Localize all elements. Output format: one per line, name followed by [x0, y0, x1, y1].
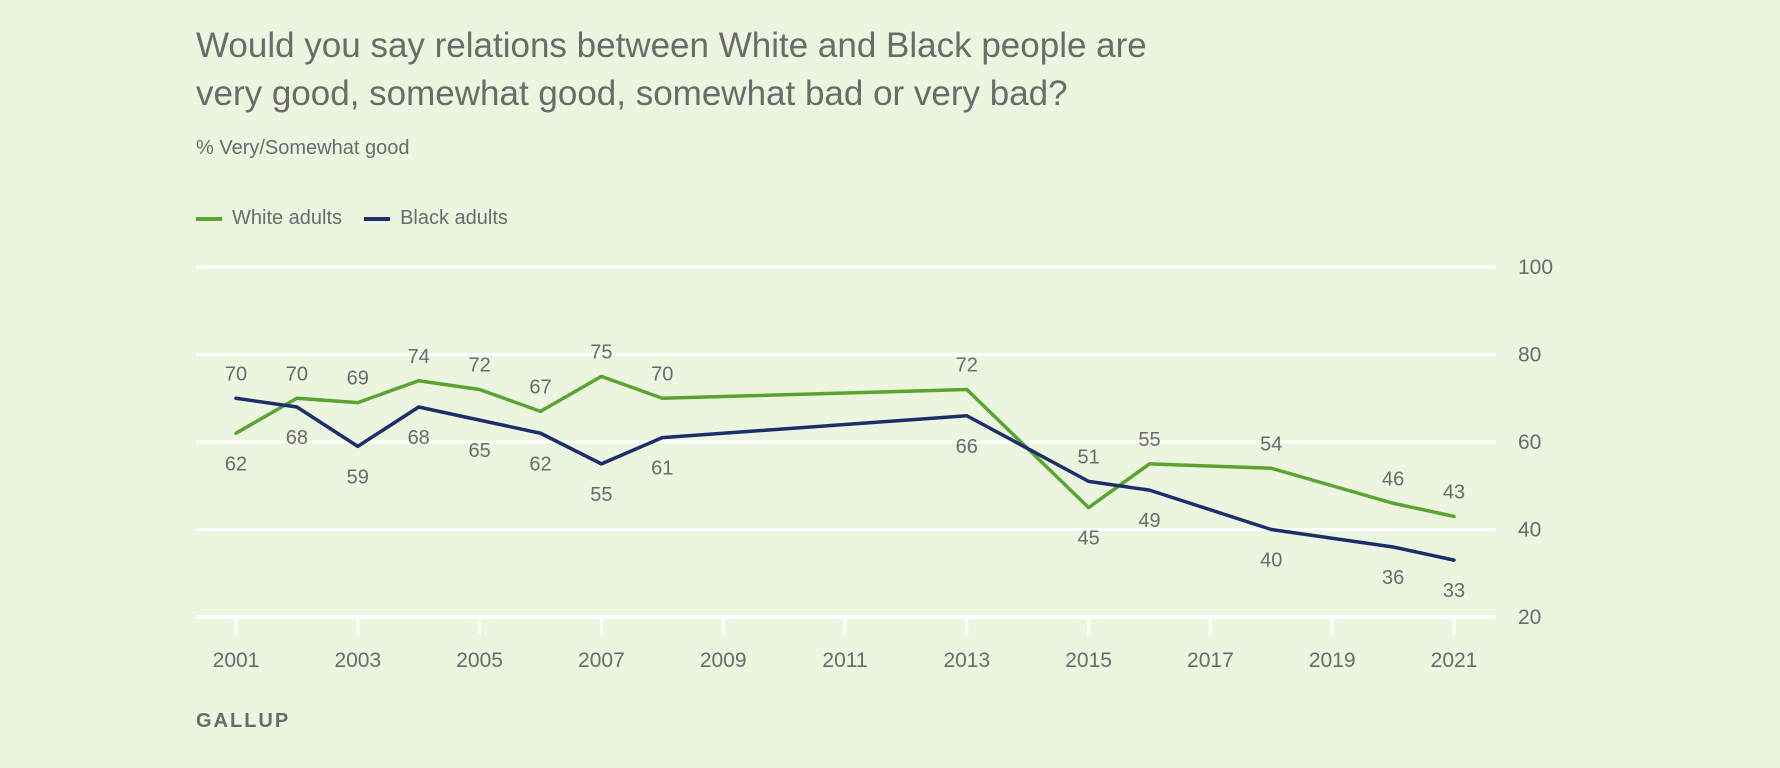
chart-subtitle: % Very/Somewhat good: [196, 137, 410, 159]
y-tick-label-80: 80: [1518, 344, 1541, 367]
data-label-black-2004: 68: [408, 427, 430, 449]
x-tick-label-2009: 2009: [700, 649, 747, 672]
data-label-black-2003: 59: [347, 466, 369, 488]
series-line-white: [234, 374, 1456, 519]
series-line-black: [234, 396, 1456, 562]
x-tick-label-2017: 2017: [1187, 649, 1234, 672]
x-tick-label-2011: 2011: [822, 649, 867, 672]
data-label-white-2005: 72: [468, 355, 490, 377]
data-label-white-2002: 70: [286, 363, 308, 385]
x-tick-label-2007: 2007: [578, 649, 625, 672]
x-tick-label-2001: 2001: [213, 649, 260, 672]
x-tick-label-2003: 2003: [334, 649, 381, 672]
x-tick-label-2019: 2019: [1309, 649, 1356, 672]
x-tick-label-2021: 2021: [1431, 649, 1478, 672]
legend-label-white: White adults: [232, 207, 343, 229]
legend-swatch-black: [364, 216, 391, 221]
x-tick-label-2005: 2005: [456, 649, 503, 672]
y-tick-label-40: 40: [1518, 519, 1541, 542]
data-label-white-2021: 43: [1443, 481, 1465, 503]
legend-item-black: Black adults: [364, 207, 508, 230]
data-label-white-2003: 69: [347, 368, 369, 390]
legend: White adults Black adults: [196, 207, 530, 230]
data-label-black-2007: 55: [590, 484, 612, 506]
data-label-white-2004: 74: [408, 346, 430, 368]
chart-title-line-1: Would you say relations between White an…: [196, 26, 1147, 65]
data-label-black-2006: 62: [529, 453, 551, 475]
data-label-white-2013: 72: [956, 355, 978, 377]
legend-label-black: Black adults: [400, 207, 508, 229]
data-label-white-2008: 70: [651, 363, 673, 385]
data-label-black-2002: 68: [286, 427, 308, 449]
data-label-black-2015: 51: [1077, 446, 1099, 468]
y-tick-label-20: 20: [1518, 606, 1541, 629]
data-label-white-2020: 46: [1382, 468, 1404, 490]
data-label-black-2020: 36: [1382, 567, 1404, 589]
x-tick-label-2015: 2015: [1065, 649, 1112, 672]
chart-title: Would you say relations between White an…: [196, 22, 1296, 118]
data-label-white-2007: 75: [590, 341, 612, 363]
chart-title-line-2: very good, somewhat good, somewhat bad o…: [196, 74, 1068, 113]
x-tick-label-2013: 2013: [943, 649, 990, 672]
data-label-white-2018: 54: [1260, 433, 1282, 455]
source-label: GALLUP: [196, 710, 291, 732]
y-tick-label-60: 60: [1518, 431, 1541, 454]
data-label-black-2001: 70: [225, 363, 247, 385]
data-label-black-2016: 49: [1138, 510, 1160, 532]
data-label-black-2021: 33: [1443, 580, 1465, 602]
data-label-black-2018: 40: [1260, 550, 1282, 572]
y-tick-label-100: 100: [1518, 256, 1553, 279]
data-label-white-2006: 67: [529, 376, 551, 398]
data-label-white-2016: 55: [1138, 429, 1160, 451]
data-label-black-2013: 66: [956, 436, 978, 458]
data-label-white-2001: 62: [225, 453, 247, 475]
data-label-white-2015: 45: [1077, 528, 1099, 550]
data-label-black-2005: 65: [468, 440, 490, 462]
legend-swatch-white: [196, 216, 222, 221]
legend-item-white: White adults: [196, 207, 342, 230]
data-label-black-2008: 61: [651, 458, 673, 480]
